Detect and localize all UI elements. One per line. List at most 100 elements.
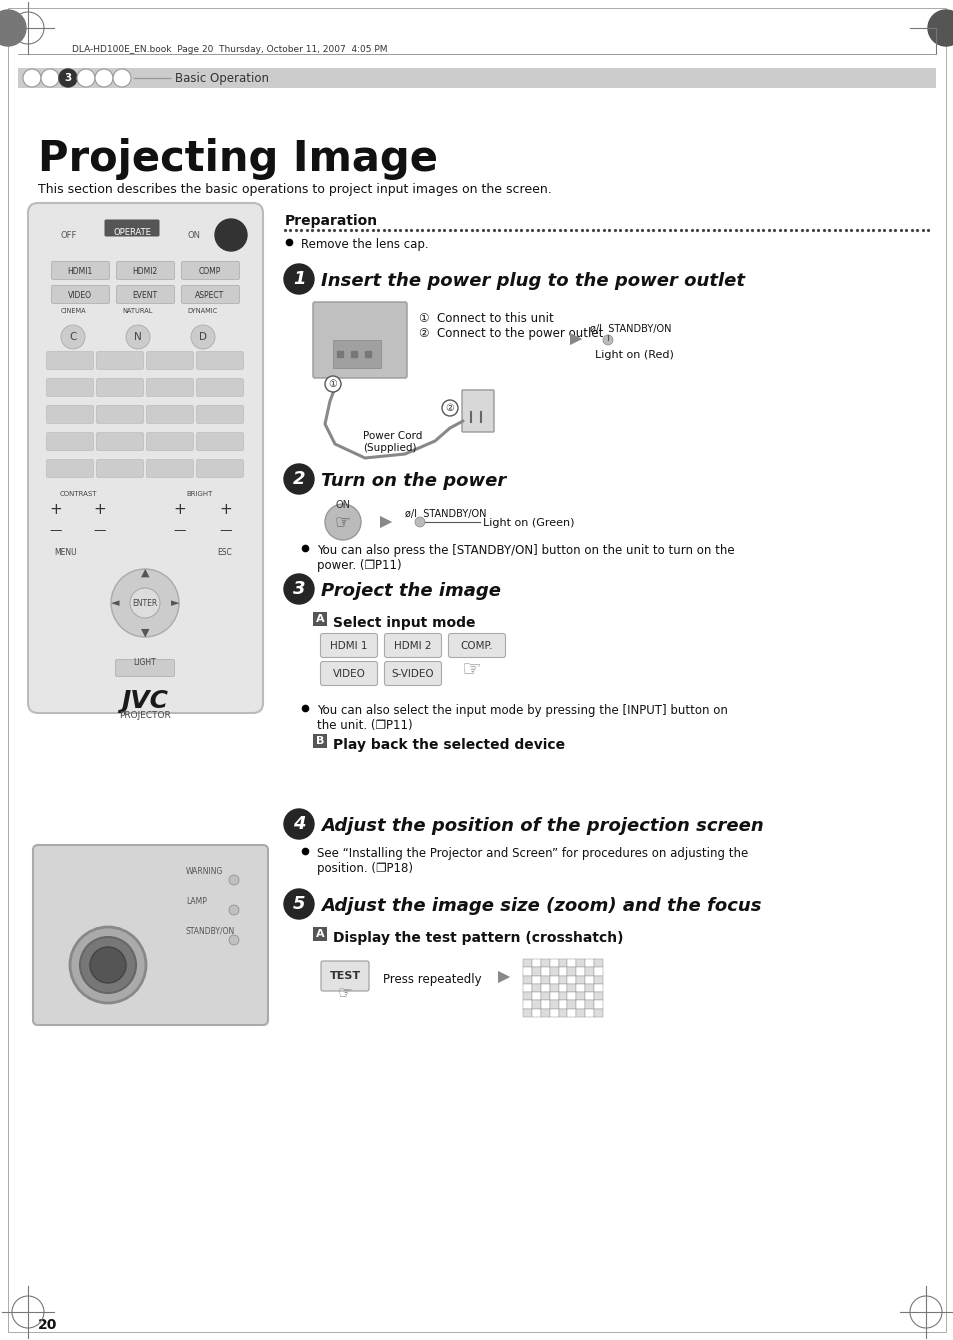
Bar <box>584 1001 594 1009</box>
Text: S-VIDEO: S-VIDEO <box>392 669 434 678</box>
Circle shape <box>126 326 150 348</box>
Bar <box>594 1009 602 1017</box>
Text: VIDEO: VIDEO <box>333 669 365 678</box>
Circle shape <box>415 517 424 527</box>
Bar <box>576 984 584 992</box>
Text: D: D <box>199 332 207 342</box>
FancyBboxPatch shape <box>51 285 110 303</box>
Bar <box>567 967 576 976</box>
Bar <box>558 967 567 976</box>
Text: This section describes the basic operations to project input images on the scree: This section describes the basic operati… <box>38 184 551 196</box>
Bar <box>594 984 602 992</box>
Bar <box>594 967 602 976</box>
Text: Light on (Red): Light on (Red) <box>595 350 673 360</box>
Text: ①: ① <box>328 379 337 389</box>
Bar <box>532 959 540 967</box>
Bar <box>576 992 584 1001</box>
Text: 3: 3 <box>64 72 71 83</box>
Bar <box>567 976 576 984</box>
Bar <box>567 1001 576 1009</box>
Text: Basic Operation: Basic Operation <box>174 71 269 84</box>
Circle shape <box>80 937 136 993</box>
FancyBboxPatch shape <box>313 927 327 941</box>
Bar <box>532 976 540 984</box>
Bar <box>558 992 567 1001</box>
Text: STANDBY/ON: STANDBY/ON <box>186 927 235 937</box>
Circle shape <box>112 68 131 87</box>
FancyBboxPatch shape <box>147 433 193 450</box>
Bar <box>540 984 549 992</box>
Text: Adjust the image size (zoom) and the focus: Adjust the image size (zoom) and the foc… <box>320 896 760 915</box>
Text: ASPECT: ASPECT <box>195 291 224 300</box>
Circle shape <box>70 927 146 1004</box>
Bar <box>532 984 540 992</box>
Text: —: — <box>93 524 106 537</box>
Circle shape <box>927 9 953 46</box>
Text: EVENT: EVENT <box>132 291 157 300</box>
Text: ON: ON <box>335 500 350 511</box>
Bar <box>540 992 549 1001</box>
Text: ◄: ◄ <box>111 598 119 608</box>
Bar <box>333 340 380 369</box>
Bar <box>549 1001 558 1009</box>
Text: DYNAMIC: DYNAMIC <box>188 308 218 314</box>
Text: 3: 3 <box>293 580 305 598</box>
Bar <box>576 959 584 967</box>
Text: MENU: MENU <box>54 548 77 557</box>
Bar <box>549 976 558 984</box>
Bar <box>584 967 594 976</box>
Text: +: + <box>93 501 107 516</box>
Text: —: — <box>173 524 186 537</box>
Text: TEST: TEST <box>329 972 360 981</box>
Bar <box>532 1001 540 1009</box>
Text: HDMI 1: HDMI 1 <box>330 641 367 650</box>
Circle shape <box>111 570 179 636</box>
Bar <box>594 992 602 1001</box>
Circle shape <box>325 377 340 393</box>
FancyBboxPatch shape <box>147 406 193 423</box>
Text: PROJECTOR: PROJECTOR <box>119 712 171 720</box>
Bar <box>558 984 567 992</box>
Text: ①  Connect to this unit: ① Connect to this unit <box>418 312 553 326</box>
FancyBboxPatch shape <box>196 433 243 450</box>
Bar <box>576 1001 584 1009</box>
Text: Light on (Green): Light on (Green) <box>482 519 574 528</box>
FancyBboxPatch shape <box>147 460 193 477</box>
Bar <box>522 984 532 992</box>
Circle shape <box>23 68 41 87</box>
FancyBboxPatch shape <box>51 261 110 280</box>
Text: Preparation: Preparation <box>285 214 377 228</box>
Circle shape <box>0 9 26 46</box>
Bar <box>594 1001 602 1009</box>
Bar <box>532 1009 540 1017</box>
Circle shape <box>191 326 214 348</box>
Text: Press repeatedly: Press repeatedly <box>382 973 481 986</box>
Bar <box>522 967 532 976</box>
Text: COMP.: COMP. <box>460 641 493 650</box>
FancyBboxPatch shape <box>116 285 174 303</box>
Bar <box>576 1009 584 1017</box>
FancyBboxPatch shape <box>181 261 239 280</box>
Bar <box>584 1009 594 1017</box>
Bar <box>584 976 594 984</box>
Bar <box>567 1009 576 1017</box>
FancyBboxPatch shape <box>115 659 174 677</box>
Circle shape <box>95 68 112 87</box>
Bar <box>567 959 576 967</box>
FancyBboxPatch shape <box>47 378 93 397</box>
Text: ►: ► <box>171 598 179 608</box>
Text: Project the image: Project the image <box>320 582 500 600</box>
FancyBboxPatch shape <box>33 846 268 1025</box>
Text: ②  Connect to the power outlet: ② Connect to the power outlet <box>418 327 602 340</box>
FancyBboxPatch shape <box>147 351 193 370</box>
FancyBboxPatch shape <box>28 202 263 713</box>
Bar <box>549 959 558 967</box>
Text: HDMI1: HDMI1 <box>68 267 92 276</box>
Text: ø/I  STANDBY/ON: ø/I STANDBY/ON <box>589 324 671 334</box>
Text: Power Cord
(Supplied): Power Cord (Supplied) <box>363 431 422 453</box>
Text: Projecting Image: Projecting Image <box>38 138 437 180</box>
Bar <box>549 992 558 1001</box>
Circle shape <box>229 875 239 884</box>
FancyBboxPatch shape <box>448 634 505 658</box>
Text: N: N <box>134 332 142 342</box>
